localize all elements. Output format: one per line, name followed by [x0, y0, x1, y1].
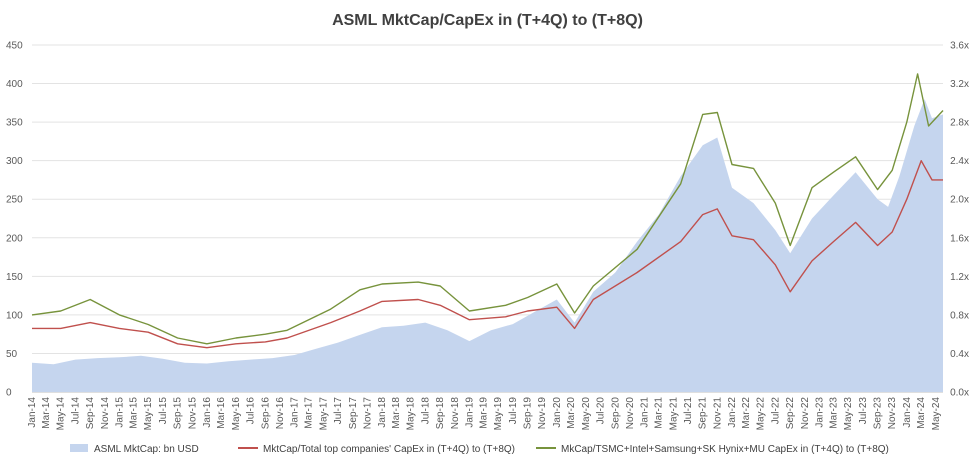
x-tick-label: Nov-20 [625, 397, 636, 430]
y-right-tick-label: 1.2x [950, 272, 969, 283]
x-tick-label: Mar-14 [41, 397, 52, 429]
x-tick-label: Mar-15 [129, 397, 140, 429]
series-line-five-company-capex [31, 73, 944, 345]
y-left-tick-label: 300 [6, 156, 23, 167]
axis-layer: 0 0.0x 50 0.4x 100 0.8x 150 1.2x 200 1.6x 250 2.0x 3… [6, 41, 969, 431]
y-right-tick-label: 2.0x [950, 195, 969, 206]
y-left-tick-label: 450 [6, 41, 23, 52]
x-tick-label: Nov-17 [362, 397, 373, 430]
series-line-total-capex [32, 160, 943, 349]
x-tick-label: May-22 [756, 397, 767, 431]
x-tick-label: Mar-21 [654, 397, 665, 429]
y-left-tick-label: 200 [6, 233, 23, 244]
x-tick-label: Sep-17 [348, 397, 359, 430]
x-tick-label: May-17 [318, 397, 329, 431]
x-tick-label: Sep-20 [610, 397, 621, 430]
x-tick-label: Nov-19 [537, 397, 548, 430]
x-tick-label: Nov-18 [450, 397, 461, 430]
x-tick-label: Mar-20 [566, 397, 577, 429]
x-tick-label: May-18 [406, 397, 417, 431]
x-tick-label: Jan-19 [464, 397, 475, 428]
x-tick-label: Mar-24 [916, 397, 927, 429]
x-tick-label: May-24 [931, 397, 942, 431]
legend-label: ASML MktCap: bn USD [94, 444, 199, 455]
y-right-tick-label: 0.8x [950, 310, 969, 321]
y-left-tick-label: 400 [6, 79, 23, 90]
y-left-tick-label: 50 [6, 349, 18, 360]
x-tick-label: Jan-17 [290, 397, 301, 428]
x-tick-label: Jul-18 [420, 397, 431, 425]
legend-label: MktCap/Total top companies' CapEx in (T+… [263, 444, 515, 455]
x-tick-label: Mar-18 [391, 397, 402, 429]
legend-swatch-area [70, 444, 88, 452]
legend-layer: ASML MktCap: bn USD MktCap/Total top comp… [70, 444, 889, 455]
y-left-tick-label: 100 [6, 310, 23, 321]
x-tick-label: Nov-23 [887, 397, 898, 430]
x-tick-label: Jan-21 [640, 397, 651, 428]
x-tick-label: Jan-18 [377, 397, 388, 428]
x-tick-label: May-21 [668, 397, 679, 431]
x-tick-label: Jul-15 [158, 397, 169, 425]
x-tick-label: May-15 [143, 397, 154, 431]
x-tick-label: Mar-19 [479, 397, 490, 429]
x-tick-label: Mar-23 [829, 397, 840, 429]
x-tick-label: Nov-21 [712, 397, 723, 430]
x-tick-label: Jan-24 [902, 397, 913, 428]
x-tick-label: Sep-22 [785, 397, 796, 430]
x-tick-label: Sep-16 [260, 397, 271, 430]
x-tick-label: Jul-14 [70, 397, 81, 425]
x-tick-label: Nov-16 [275, 397, 286, 430]
x-tick-label: Jul-17 [333, 397, 344, 425]
y-left-tick-label: 250 [6, 195, 23, 206]
x-tick-label: Sep-21 [698, 397, 709, 430]
x-tick-label: Sep-14 [85, 397, 96, 430]
x-tick-label: Jan-16 [202, 397, 213, 428]
series-area-asml-mktcap [32, 99, 943, 392]
x-tick-label: May-19 [493, 397, 504, 431]
x-tick-label: Sep-19 [523, 397, 534, 430]
x-tick-label: Sep-18 [435, 397, 446, 430]
x-tick-label: Jul-22 [770, 397, 781, 425]
y-left-tick-label: 0 [6, 388, 12, 399]
legend-label: MkCap/TSMC+Intel+Samsung+SK Hynix+MU Cap… [561, 444, 889, 455]
x-tick-label: Mar-17 [304, 397, 315, 429]
x-tick-label: Jan-22 [727, 397, 738, 428]
x-tick-label: May-14 [56, 397, 67, 431]
x-tick-label: Nov-14 [100, 397, 111, 430]
y-right-tick-label: 2.8x [950, 118, 969, 129]
x-tick-label: Jul-19 [508, 397, 519, 425]
x-tick-label: Jul-23 [858, 397, 869, 425]
x-tick-label: Sep-23 [873, 397, 884, 430]
x-tick-label: Jan-23 [814, 397, 825, 428]
y-left-tick-label: 350 [6, 118, 23, 129]
y-right-tick-label: 3.2x [950, 79, 969, 90]
y-left-tick-label: 150 [6, 272, 23, 283]
x-tick-label: Mar-16 [216, 397, 227, 429]
x-tick-label: Jan-20 [552, 397, 563, 428]
x-tick-label: Mar-22 [741, 397, 752, 429]
chart-title: ASML MktCap/CapEx in (T+4Q) to (T+8Q) [332, 12, 643, 29]
series-layer [31, 73, 944, 392]
x-tick-label: Jul-16 [246, 397, 257, 425]
y-right-tick-label: 2.4x [950, 156, 969, 167]
y-right-tick-label: 3.6x [950, 41, 969, 52]
x-tick-label: Jan-15 [114, 397, 125, 428]
x-tick-label: May-20 [581, 397, 592, 431]
x-tick-label: Nov-22 [800, 397, 811, 430]
y-right-tick-label: 1.6x [950, 233, 969, 244]
x-tick-label: May-23 [843, 397, 854, 431]
x-tick-label: Sep-15 [173, 397, 184, 430]
x-tick-label: Jul-20 [595, 397, 606, 425]
x-tick-label: Nov-15 [187, 397, 198, 430]
x-tick-label: Jan-14 [27, 397, 38, 428]
x-tick-label: May-16 [231, 397, 242, 431]
y-right-tick-label: 0.0x [950, 388, 969, 399]
x-tick-label: Jul-21 [683, 397, 694, 425]
y-right-tick-label: 0.4x [950, 349, 969, 360]
